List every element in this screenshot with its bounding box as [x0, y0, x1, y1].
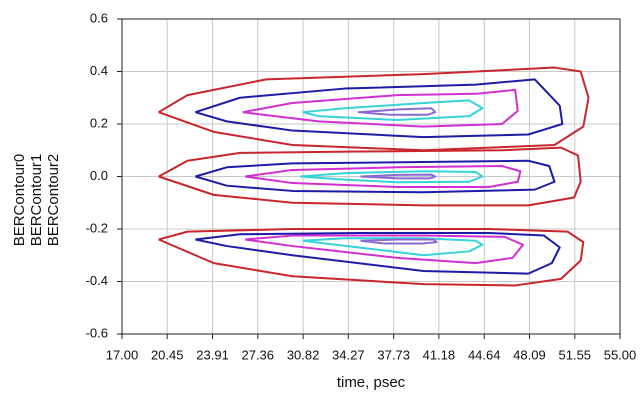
x-tick-label: 37.73: [377, 347, 410, 362]
x-axis-title: time, psec: [337, 374, 406, 391]
x-tick-label: 23.91: [196, 347, 229, 362]
x-tick-label: 30.82: [287, 347, 320, 362]
x-tick-label: 41.18: [423, 347, 456, 362]
contour-line: [302, 99, 484, 122]
contour-line: [242, 88, 519, 128]
y-tick-label: 0.6: [90, 10, 108, 25]
y-tick-label: -0.2: [86, 220, 108, 235]
x-tick-label: 51.55: [559, 347, 592, 362]
contour-line: [360, 238, 438, 245]
x-tick-label: 20.45: [151, 347, 184, 362]
x-tick-label: 48.09: [513, 347, 546, 362]
y-axis-title: BERContour2: [45, 154, 62, 247]
contour-line: [158, 66, 590, 152]
y-tick-label: 0.2: [90, 115, 108, 130]
y-tick-label: 0.0: [90, 168, 108, 183]
contour-line: [245, 165, 522, 188]
y-axis-title: BERContour1: [28, 154, 45, 247]
contour-line: [158, 228, 585, 287]
contour-line: [357, 107, 437, 116]
contour-line: [302, 237, 484, 257]
y-tick-label: -0.6: [86, 325, 108, 340]
contour-line: [195, 159, 556, 194]
x-tick-label: 44.64: [468, 347, 501, 362]
y-tick-label: 0.4: [90, 63, 108, 78]
x-tick-label: 34.27: [332, 347, 365, 362]
x-tick-label: 55.00: [604, 347, 637, 362]
y-tick-label: -0.4: [86, 273, 108, 288]
contour-line: [245, 234, 525, 265]
contour-line: [300, 170, 484, 184]
plot-area: [158, 66, 590, 287]
y-axis-title: BERContour0: [11, 154, 28, 247]
contour-line: [360, 173, 437, 180]
x-tick-label: 27.36: [241, 347, 274, 362]
contour-line: [158, 146, 582, 207]
contour-line: [195, 78, 564, 139]
contour-line: [195, 231, 561, 275]
x-tick-label: 17.00: [106, 347, 139, 362]
